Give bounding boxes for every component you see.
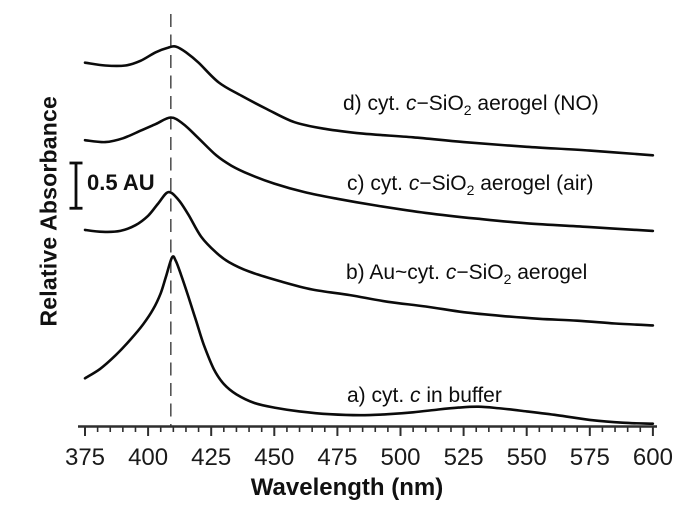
x-axis-title: Wavelength (nm)	[250, 474, 444, 501]
series-a-curve	[83, 255, 655, 425]
scale-bar-label: 0.5 AU	[87, 170, 155, 195]
series-c-curve	[83, 116, 655, 233]
series-d-curve	[83, 44, 655, 157]
tick-label-400: 400	[128, 444, 168, 471]
series-c-label-subscript: 2	[466, 182, 475, 199]
series-b-curve	[83, 190, 655, 327]
series-label-b: b) Au~cyt. c−SiO2 aerogel	[346, 261, 588, 288]
y-axis-title: Relative Absorbance	[35, 96, 62, 327]
x-axis-tick-labels: 375 400 425 450 475 500 525 550 575 600	[65, 444, 673, 471]
tick-label-375: 375	[65, 444, 105, 471]
series-label-a: a) cyt. c in buffer	[347, 384, 502, 408]
tick-label-525: 525	[444, 444, 484, 471]
series-a-label-text: a) cyt.	[347, 384, 411, 407]
series-b-label-mid: −SiO	[456, 261, 504, 284]
series-d-label-italic-c: c	[406, 92, 417, 115]
scale-bar	[69, 161, 83, 210]
series-c-label-italic-c: c	[408, 172, 420, 195]
series-a-label-italic-c: c	[410, 384, 421, 407]
tick-label-475: 475	[317, 444, 357, 471]
series-b-label-text: b) Au~cyt.	[346, 261, 446, 284]
series-a-label-mid: in buffer	[420, 384, 502, 407]
tick-label-425: 425	[191, 444, 231, 471]
series-d-label-mid: −SiO	[416, 92, 464, 115]
series-d-label-text: d) cyt.	[343, 92, 407, 115]
tick-label-600: 600	[633, 444, 673, 471]
spectra-curves	[83, 44, 655, 425]
tick-label-450: 450	[254, 444, 294, 471]
series-b-label-post: aerogel	[511, 261, 588, 284]
series-b-label-italic-c: c	[445, 261, 457, 284]
series-b-label-subscript: 2	[503, 271, 512, 288]
tick-label-575: 575	[570, 444, 610, 471]
series-label-c: c) cyt. c−SiO2 aerogel (air)	[347, 172, 594, 199]
series-d-label-post: aerogel (NO)	[471, 92, 599, 115]
series-label-d: d) cyt. c−SiO2 aerogel (NO)	[343, 92, 599, 119]
series-d-label-subscript: 2	[463, 102, 472, 119]
series-c-label-text: c) cyt.	[347, 172, 409, 195]
x-axis	[78, 425, 657, 436]
series-c-label-mid: −SiO	[419, 172, 467, 195]
tick-label-550: 550	[507, 444, 547, 471]
series-c-label-post: aerogel (air)	[474, 172, 594, 195]
tick-label-500: 500	[380, 444, 420, 471]
